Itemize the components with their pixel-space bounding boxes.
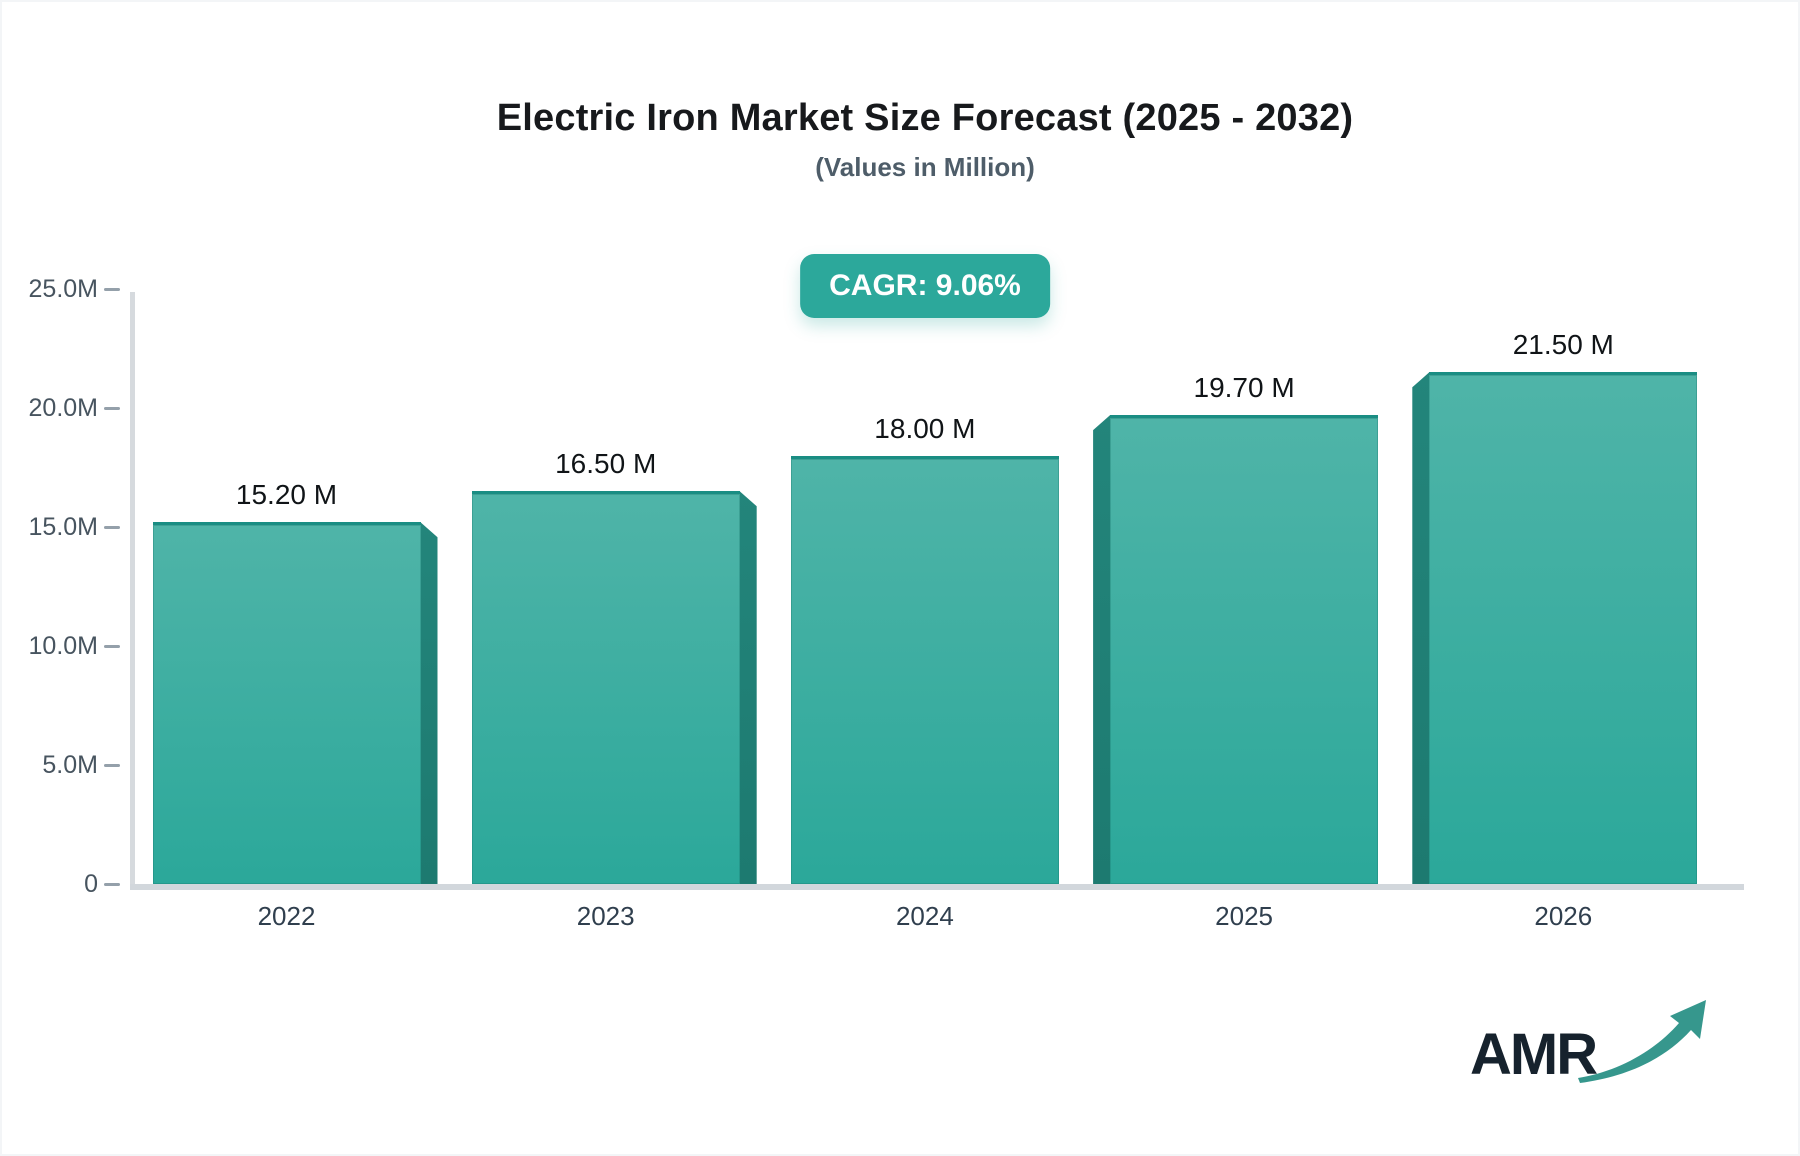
y-axis-line xyxy=(130,292,135,890)
y-tick-dash xyxy=(104,406,120,410)
bar-3d-side-2026 xyxy=(1412,372,1430,884)
cagr-badge: CAGR: 9.06% xyxy=(800,254,1050,318)
bar-2026 xyxy=(1429,372,1698,884)
x-tick-label-2025: 2025 xyxy=(1215,901,1274,931)
amr-logo-text: AMR xyxy=(1470,1022,1598,1087)
y-tick-dash xyxy=(104,644,120,648)
bar-2024 xyxy=(790,455,1059,884)
x-tick-label-2022: 2022 xyxy=(257,901,316,931)
y-tick-label: 15.0M xyxy=(28,513,98,541)
y-tick-label: 5.0M xyxy=(42,751,98,779)
y-tick-dash xyxy=(104,287,120,291)
y-tick-label: 25.0M xyxy=(28,275,98,303)
x-tick-label-2024: 2024 xyxy=(895,901,954,931)
bar-value-label-2022: 15.20 M xyxy=(235,479,338,511)
bar-2022 xyxy=(152,522,421,884)
growth-arrow-icon xyxy=(1578,1000,1706,1083)
y-tick-dash xyxy=(104,763,120,767)
bar-3d-side-2025 xyxy=(1093,415,1111,884)
bar-3d-side-2023 xyxy=(739,491,757,884)
x-tick-label-2026: 2026 xyxy=(1534,901,1593,931)
amr-logo: AMR xyxy=(1470,1000,1710,1100)
x-tick-label-2023: 2023 xyxy=(576,901,635,931)
bar-value-label-2026: 21.50 M xyxy=(1512,329,1614,361)
y-tick-dash xyxy=(104,882,120,886)
bar-3d-side-2022 xyxy=(420,522,438,884)
x-axis-line xyxy=(130,884,1744,890)
y-tick-label: 10.0M xyxy=(28,632,98,660)
bar-value-label-2025: 19.70 M xyxy=(1193,372,1295,404)
bar-value-label-2023: 16.50 M xyxy=(555,448,657,480)
chart-subtitle: (Values in Million) xyxy=(815,152,1035,182)
chart-title: Electric Iron Market Size Forecast (2025… xyxy=(496,97,1354,139)
bar-value-label-2024: 18.00 M xyxy=(874,412,976,444)
y-tick-label: 20.0M xyxy=(28,394,98,422)
y-tick-dash xyxy=(104,525,120,529)
y-tick-label: 0 xyxy=(84,870,98,898)
bar-2025 xyxy=(1110,415,1379,884)
bar-2023 xyxy=(471,491,740,884)
